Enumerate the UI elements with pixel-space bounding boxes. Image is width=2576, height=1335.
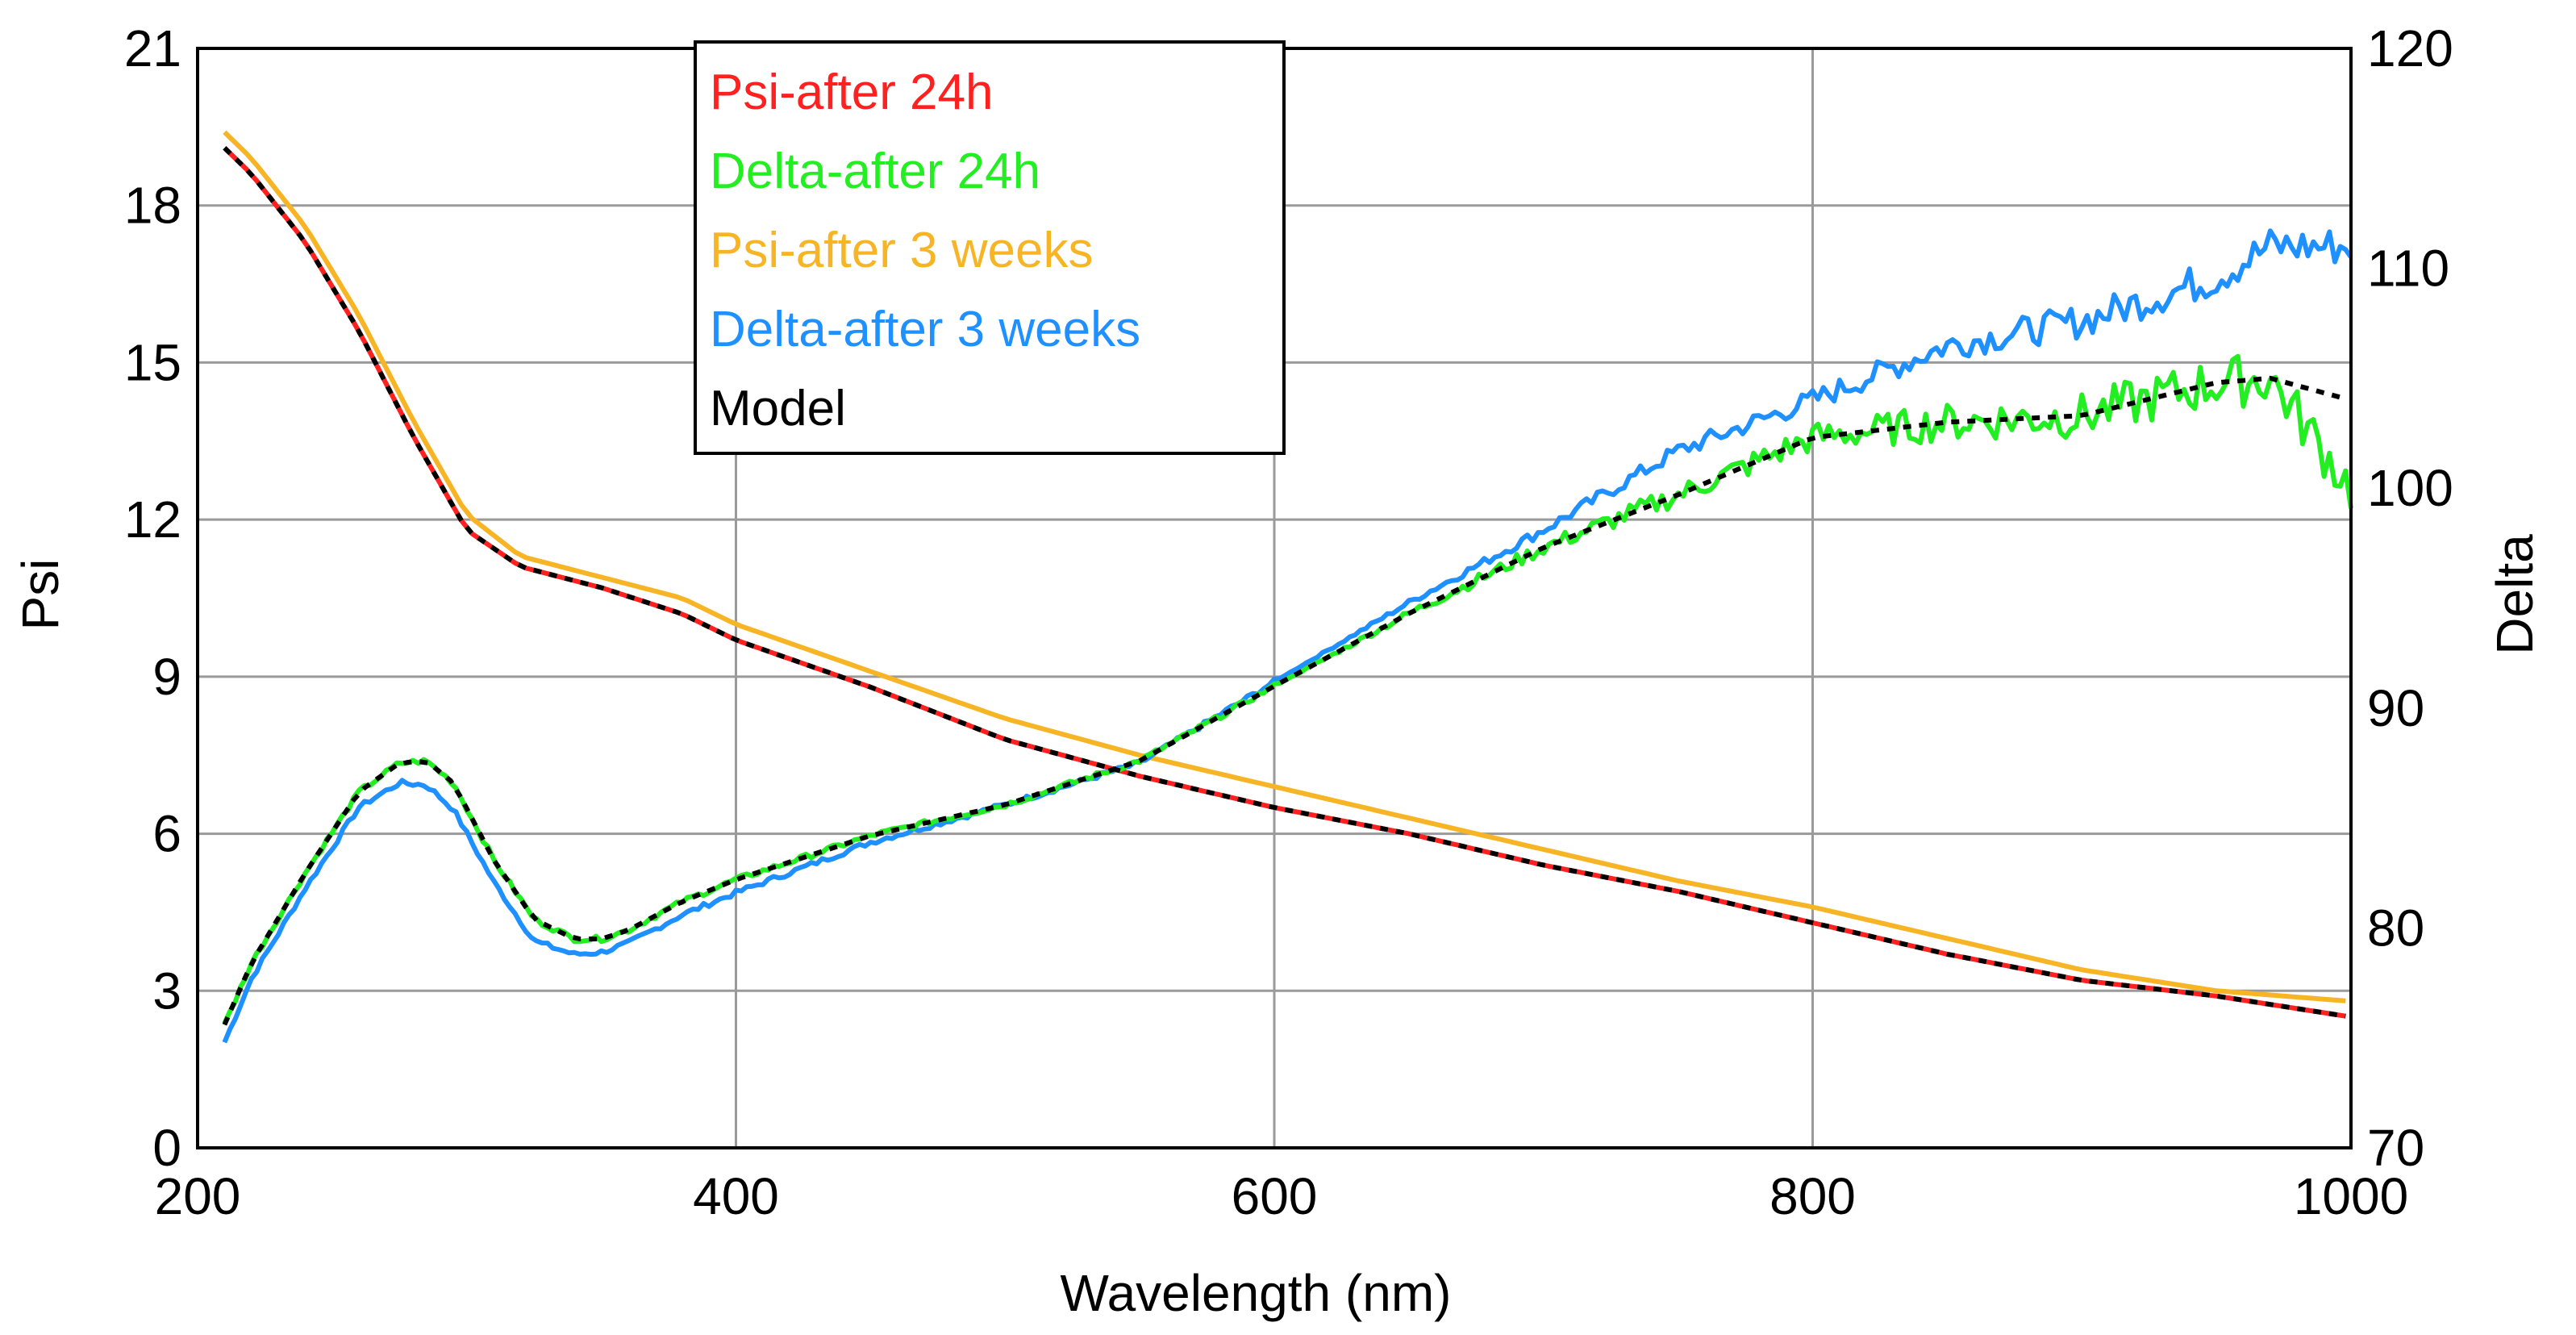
y2-tick-label-90: 90: [2367, 679, 2424, 737]
legend-entry-psi-3-weeks: Psi-after 3 weeks: [710, 223, 1094, 278]
legend-box: [694, 40, 1286, 455]
series-line-model-delta: [222, 375, 2347, 1026]
y-tick-label-15: 15: [124, 333, 181, 391]
series-line-delta-after-24h: [222, 353, 2353, 1024]
y2-tick-label-80: 80: [2367, 899, 2424, 957]
x-tick-label-200: 200: [155, 1167, 241, 1225]
x-tick-label-400: 400: [693, 1167, 779, 1225]
y-tick-label-21: 21: [124, 19, 181, 77]
x-tick-label-1000: 1000: [2294, 1167, 2408, 1225]
y-axis-label-left: Psi: [11, 559, 69, 631]
y-tick-label-6: 6: [152, 805, 181, 863]
series-line-delta-after-3-weeks: [222, 228, 2353, 1044]
y-tick-label-12: 12: [124, 490, 181, 549]
y-tick-label-3: 3: [152, 962, 181, 1020]
y-axis-label-right: Delta: [2486, 534, 2544, 655]
legend-entry-psi-24h: Psi-after 24h: [710, 65, 994, 120]
legend: Psi-after 24h Delta-after 24h Psi-after …: [694, 40, 1286, 455]
y-tick-label-18: 18: [124, 177, 181, 235]
y-tick-label-9: 9: [152, 648, 181, 706]
legend-entry-delta-3-weeks: Delta-after 3 weeks: [710, 302, 1140, 357]
y-tick-label-0: 0: [152, 1119, 181, 1177]
x-tick-label-600: 600: [1232, 1167, 1318, 1225]
legend-entry-delta-24h: Delta-after 24h: [710, 144, 1040, 199]
x-axis-label: Wavelength (nm): [1061, 1264, 1452, 1322]
y2-tick-label-120: 120: [2367, 19, 2453, 77]
y2-tick-label-70: 70: [2367, 1119, 2424, 1177]
y2-tick-label-100: 100: [2367, 459, 2453, 517]
series-line-model-psi: [223, 146, 2346, 1019]
legend-entry-model: Model: [710, 381, 846, 436]
y2-tick-label-110: 110: [2367, 240, 2449, 298]
series-line-psi-after-3-weeks: [223, 130, 2346, 1003]
x-tick-label-800: 800: [1769, 1167, 1856, 1225]
